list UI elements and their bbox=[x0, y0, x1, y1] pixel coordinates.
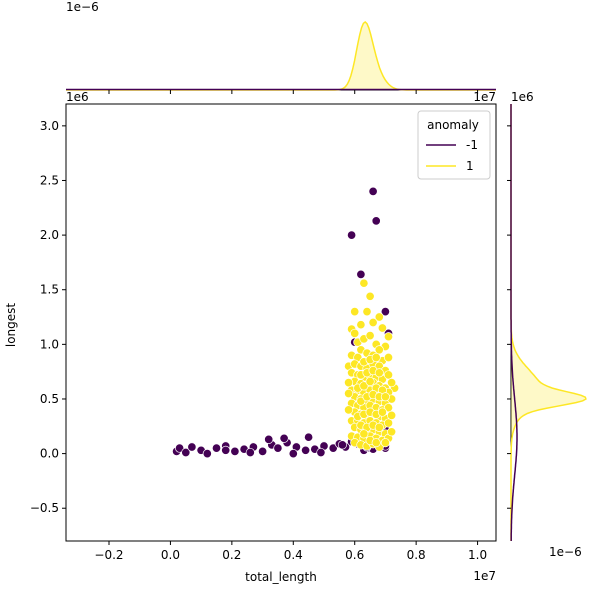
scatter-point-series-1-96 bbox=[380, 438, 390, 448]
y-tick-label-3: 1.0 bbox=[40, 337, 59, 351]
scatter-point-series-1-98 bbox=[344, 388, 354, 399]
scatter-point-series-minus1-3 bbox=[187, 442, 197, 452]
scatter-point-series-minus1-5 bbox=[202, 449, 212, 459]
top-marginal-axes: 1e−6 bbox=[66, 0, 496, 94]
y-tick-label-2: 0.5 bbox=[40, 392, 59, 406]
scatter-point-series-1-38 bbox=[383, 370, 394, 380]
x-axis-ticks: −0.2 0.0 0.2 0.4 0.6 0.8 1.0 bbox=[94, 541, 487, 562]
scatter-point-series-minus1-41 bbox=[380, 307, 390, 317]
x-tick-label-2: 0.2 bbox=[222, 548, 241, 562]
scatter-point-series-minus1-11 bbox=[258, 446, 268, 456]
y-axis-label: longest bbox=[4, 303, 18, 348]
scatter-point-series-1-6 bbox=[356, 320, 366, 330]
scatter-point-series-minus1-2 bbox=[181, 447, 191, 458]
scatter-point-series-minus1-38 bbox=[371, 216, 381, 226]
scatter-point-series-1-9 bbox=[383, 332, 394, 342]
scatter-point-series-minus1-33 bbox=[304, 432, 314, 442]
scatter-point-series-minus1-31 bbox=[279, 433, 289, 443]
scatter-point-series-minus1-1 bbox=[175, 443, 185, 453]
scatter-point-series-minus1-13 bbox=[273, 443, 283, 453]
y-axis-ticks: −0.5 0.0 0.5 1.0 1.5 2.0 2.5 3.0 bbox=[30, 119, 66, 515]
scatter-point-series-1-97 bbox=[344, 405, 354, 415]
scatter-point-series-minus1-34 bbox=[316, 447, 326, 458]
x-tick-label-3: 0.4 bbox=[284, 548, 303, 562]
scatter-point-series-1-77 bbox=[383, 418, 394, 428]
scatter-point-series-1-120 bbox=[380, 392, 390, 402]
scatter-point-series-1-64 bbox=[383, 403, 394, 413]
y-tick-label-4: 1.5 bbox=[40, 283, 59, 297]
legend: anomaly -1 1 bbox=[417, 110, 491, 180]
scatter-point-series-1-4 bbox=[374, 312, 384, 322]
scatter-point-series-minus1-36 bbox=[347, 230, 357, 240]
right-marginal-axes: 1e6 1e−6 bbox=[507, 90, 587, 559]
top-right-offset-label: 1e7 bbox=[473, 90, 496, 104]
right-marginal-kde-fill-1 bbox=[511, 104, 586, 541]
scatter-point-series-minus1-39 bbox=[356, 269, 366, 279]
scatter-point-series-minus1-16 bbox=[301, 445, 311, 455]
scatter-point-series-1-1 bbox=[365, 291, 375, 301]
scatter-point-series-minus1-8 bbox=[230, 446, 240, 456]
x-axis-label: total_length bbox=[245, 570, 317, 584]
scatter-point-series-1-125 bbox=[377, 407, 387, 417]
scatter-point-series-minus1-19 bbox=[328, 443, 338, 453]
right-marginal-top-offset-label: 1e6 bbox=[511, 90, 534, 104]
scatter-point-series-1-5 bbox=[368, 317, 378, 328]
scatter-point-series-minus1-37 bbox=[368, 186, 378, 196]
x-tick-label-4: 0.6 bbox=[345, 548, 364, 562]
right-marginal-kde-line-1 bbox=[510, 104, 587, 541]
scatter-point-series-minus1-29 bbox=[245, 447, 255, 458]
top-marginal-offset-label: 1e−6 bbox=[66, 0, 99, 14]
scatter-point-series-1-103 bbox=[387, 427, 397, 437]
scatter-point-series-minus1-6 bbox=[211, 443, 222, 453]
y-tick-label-6: 2.5 bbox=[40, 173, 59, 187]
x-tick-label-0: −0.2 bbox=[94, 548, 123, 562]
scatter-point-series-1-112 bbox=[374, 368, 384, 378]
scatter-point-series-1-101 bbox=[387, 378, 397, 388]
scatter-point-series-1-106 bbox=[365, 376, 375, 387]
right-marginal-offset-label: 1e−6 bbox=[549, 545, 582, 559]
x-tick-label-1: 0.0 bbox=[161, 548, 180, 562]
right-marginal-ticks bbox=[507, 125, 511, 509]
x-tick-label-6: 1.0 bbox=[468, 548, 487, 562]
scatter-point-series-1-99 bbox=[344, 378, 354, 388]
scatter-point-series-1-105 bbox=[359, 381, 369, 391]
scatter-point-series-1-129 bbox=[374, 422, 384, 432]
y-tick-label-5: 2.0 bbox=[40, 228, 59, 242]
scatter-point-series-1-7 bbox=[377, 323, 387, 333]
top-marginal-kde-line-1 bbox=[66, 21, 496, 91]
scatter-point-series-minus1-32 bbox=[288, 449, 298, 459]
scatter-point-series-minus1-35 bbox=[337, 440, 347, 450]
scatter-point-series-1-132 bbox=[371, 438, 381, 448]
right-marginal-kde-line-minus1 bbox=[510, 104, 518, 541]
scatter-point-series-1-102 bbox=[387, 410, 397, 420]
legend-label-1: 1 bbox=[466, 159, 474, 173]
x-tick-label-5: 0.8 bbox=[407, 548, 426, 562]
y-tick-label-0: −0.5 bbox=[30, 501, 59, 515]
x-axis-offset-label: 1e7 bbox=[473, 569, 496, 583]
scatter-point-series-1-115 bbox=[371, 352, 381, 363]
y-axis-offset-label: 1e6 bbox=[66, 90, 89, 104]
scatter-point-series-1-2 bbox=[350, 307, 360, 317]
main-scatter-axes: −0.2 0.0 0.2 0.4 0.6 0.8 1.0 −0.5 0.0 0.5 1.0 1.5 2… bbox=[4, 90, 497, 584]
scatter-points bbox=[172, 186, 400, 459]
y-tick-label-7: 3.0 bbox=[40, 119, 59, 133]
scatter-point-series-1-15 bbox=[365, 331, 375, 341]
scatter-point-series-minus1-30 bbox=[264, 434, 274, 444]
scatter-point-series-1-116 bbox=[356, 396, 366, 406]
top-marginal-kde-fill-1 bbox=[66, 22, 496, 90]
scatter-point-series-1-12 bbox=[350, 328, 360, 338]
scatter-point-series-1-0 bbox=[359, 278, 369, 288]
legend-label-minus1: -1 bbox=[466, 138, 478, 152]
scatter-point-series-1-21 bbox=[374, 345, 384, 355]
main-plot-frame bbox=[65, 103, 497, 542]
scatter-point-series-minus1-28 bbox=[221, 445, 231, 455]
legend-title: anomaly bbox=[427, 118, 479, 132]
top-marginal-ticks bbox=[108, 90, 479, 94]
y-tick-label-1: 0.0 bbox=[40, 447, 59, 461]
scatter-point-series-1-130 bbox=[359, 429, 369, 439]
scatter-point-series-1-25 bbox=[383, 352, 394, 363]
scatter-point-series-1-3 bbox=[362, 307, 372, 317]
